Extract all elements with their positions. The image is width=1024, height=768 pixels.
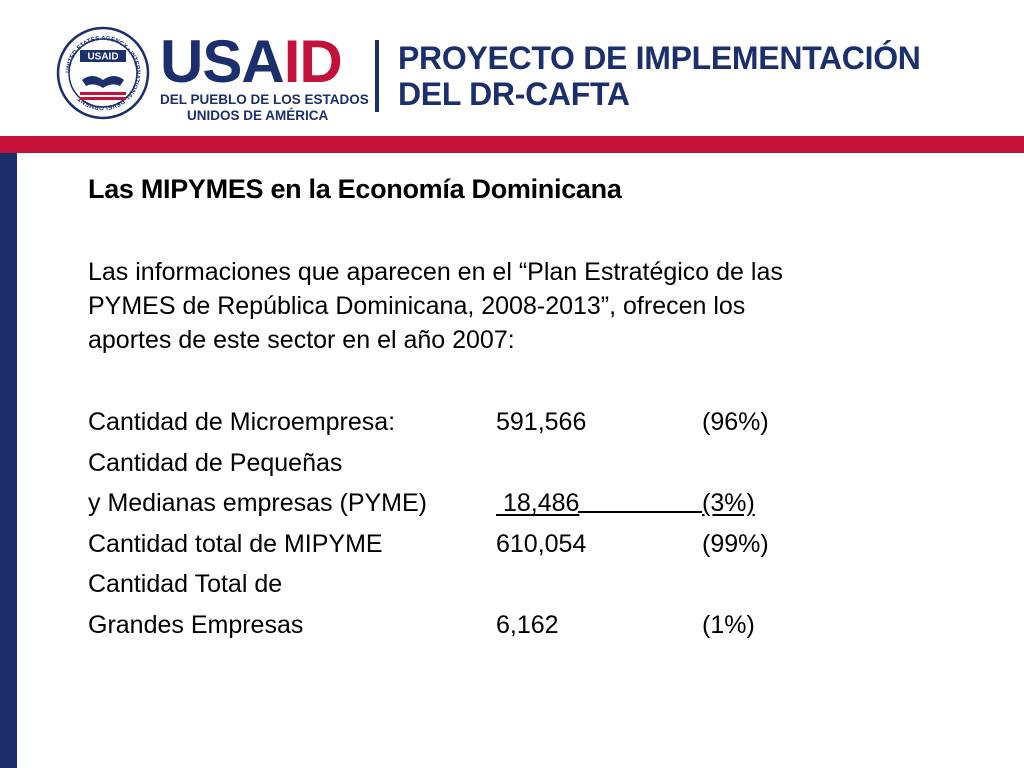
- intro-line2: PYMES de República Dominicana, 2008-2013…: [88, 292, 746, 320]
- brand-aid: ID: [283, 28, 343, 95]
- subtotal-underline: [578, 511, 702, 513]
- project-line1: PROYECTO DE IMPLEMENTACIÓN: [398, 40, 921, 76]
- seal-label: USAID: [87, 52, 118, 63]
- row-label: y Medianas empresas (PYME): [88, 489, 428, 518]
- header-divider: [375, 40, 379, 112]
- usaid-wordmark: USAID: [160, 32, 343, 92]
- red-band: [0, 136, 1024, 153]
- row-label: Cantidad de Microempresa:: [88, 408, 396, 436]
- row-value: 18,486: [496, 489, 580, 518]
- header-banner: UNITED STATES AGENCY • INTERNATIONAL DEV…: [0, 0, 1024, 136]
- row-percent: (96%): [702, 408, 769, 436]
- row-value: 610,054: [496, 529, 587, 558]
- intro-line1: Las informaciones que aparecen en el “Pl…: [88, 258, 783, 286]
- slide-title: Las MIPYMES en la Economía Dominicana: [88, 174, 622, 204]
- intro-line3: aportes de este sector en el año 2007:: [88, 326, 515, 354]
- row-label: Cantidad Total de: [88, 570, 283, 599]
- row-label: Cantidad de Pequeñas: [88, 448, 343, 477]
- row-percent: (1%): [702, 610, 755, 639]
- tagline-line2: UNIDOS DE AMÉRICA: [187, 108, 329, 123]
- project-title: PROYECTO DE IMPLEMENTACIÓN DEL DR-CAFTA: [398, 40, 921, 112]
- row-value: 6,162: [496, 610, 559, 639]
- usaid-seal-icon: UNITED STATES AGENCY • INTERNATIONAL DEV…: [56, 26, 150, 120]
- row-value: 591,566: [496, 408, 587, 436]
- row-percent: (3%): [702, 489, 755, 518]
- left-accent-bar: [0, 153, 17, 768]
- intro-paragraph: Las informaciones que aparecen en el “Pl…: [88, 255, 958, 357]
- tagline-line1: DEL PUEBLO DE LOS ESTADOS: [160, 92, 369, 107]
- row-percent: (99%): [702, 529, 769, 558]
- row-label: Cantidad total de MIPYME: [88, 529, 383, 558]
- row-label: Grandes Empresas: [88, 610, 304, 639]
- project-line2: DEL DR-CAFTA: [398, 76, 630, 112]
- brand-usa: USA: [160, 28, 285, 95]
- logo-tagline: DEL PUEBLO DE LOS ESTADOS UNIDOS DE AMÉR…: [160, 92, 369, 124]
